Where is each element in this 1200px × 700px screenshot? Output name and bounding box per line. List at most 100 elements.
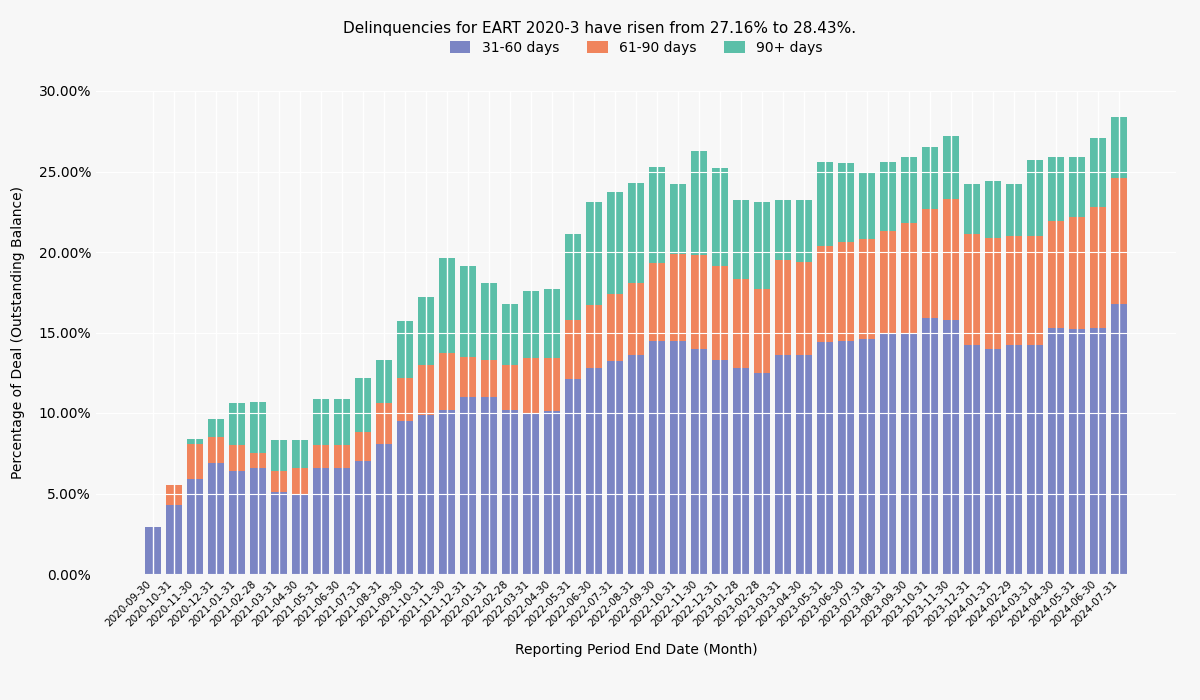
Bar	[754, 202, 770, 289]
Bar	[208, 419, 224, 437]
Bar	[439, 354, 455, 410]
Bar	[313, 468, 329, 574]
Bar	[439, 410, 455, 574]
Bar	[922, 147, 938, 209]
Bar	[523, 290, 539, 358]
Bar	[334, 445, 350, 468]
Bar	[376, 360, 392, 403]
Bar	[334, 398, 350, 445]
Bar	[859, 239, 875, 339]
Bar	[376, 403, 392, 444]
Bar	[1111, 304, 1127, 574]
Bar	[712, 168, 728, 267]
Bar	[544, 412, 560, 574]
Bar	[187, 479, 203, 574]
Bar	[670, 253, 686, 340]
Bar	[229, 403, 245, 445]
Bar	[670, 184, 686, 253]
Bar	[229, 445, 245, 471]
Bar	[838, 242, 854, 340]
Bar	[1006, 236, 1022, 345]
Bar	[1048, 157, 1064, 221]
Bar	[985, 181, 1001, 237]
Bar	[712, 360, 728, 574]
Bar	[1006, 345, 1022, 574]
Bar	[460, 267, 476, 356]
Bar	[985, 349, 1001, 574]
Bar	[271, 440, 287, 471]
Bar	[1090, 328, 1106, 574]
Bar	[481, 360, 497, 397]
Bar	[166, 505, 182, 574]
Bar	[208, 437, 224, 463]
Bar	[1027, 160, 1043, 236]
Bar	[943, 199, 959, 320]
Bar	[1048, 328, 1064, 574]
Bar	[1111, 178, 1127, 304]
Bar	[733, 279, 749, 368]
Bar	[796, 355, 812, 574]
Bar	[922, 209, 938, 318]
Bar	[376, 444, 392, 574]
Bar	[733, 368, 749, 574]
Bar	[1048, 221, 1064, 328]
Bar	[544, 289, 560, 358]
Bar	[523, 358, 539, 413]
Bar	[250, 454, 266, 468]
Bar	[481, 397, 497, 574]
Bar	[271, 471, 287, 492]
Bar	[250, 468, 266, 574]
Bar	[460, 397, 476, 574]
Bar	[565, 320, 581, 379]
Bar	[607, 193, 623, 294]
Bar	[943, 136, 959, 199]
Bar	[418, 365, 434, 414]
Bar	[145, 527, 161, 574]
Bar	[712, 267, 728, 360]
Bar	[985, 237, 1001, 349]
Bar	[691, 150, 707, 256]
Bar	[838, 340, 854, 574]
Text: Delinquencies for EART 2020-3 have risen from 27.16% to 28.43%.: Delinquencies for EART 2020-3 have risen…	[343, 21, 857, 36]
Bar	[166, 486, 182, 505]
Bar	[691, 349, 707, 574]
Bar	[397, 377, 413, 421]
Bar	[460, 356, 476, 397]
Bar	[1069, 157, 1085, 216]
Y-axis label: Percentage of Deal (Outstanding Balance): Percentage of Deal (Outstanding Balance)	[11, 186, 25, 479]
Bar	[817, 246, 833, 342]
Bar	[649, 263, 665, 340]
Bar	[586, 368, 602, 574]
Bar	[880, 231, 896, 332]
Bar	[355, 377, 371, 433]
Bar	[586, 202, 602, 305]
Bar	[292, 440, 308, 468]
Bar	[796, 262, 812, 355]
Bar	[733, 200, 749, 279]
Bar	[901, 332, 917, 574]
Bar	[292, 468, 308, 493]
Bar	[775, 260, 791, 355]
Bar	[943, 320, 959, 574]
Bar	[1111, 117, 1127, 178]
Bar	[187, 439, 203, 444]
Bar	[670, 340, 686, 574]
Bar	[208, 463, 224, 574]
Bar	[271, 492, 287, 574]
Bar	[334, 468, 350, 574]
Bar	[754, 289, 770, 372]
Bar	[250, 402, 266, 454]
Bar	[1069, 216, 1085, 329]
Bar	[502, 304, 518, 365]
Bar	[355, 461, 371, 574]
Bar	[292, 494, 308, 574]
Bar	[397, 321, 413, 377]
Bar	[607, 361, 623, 574]
Bar	[1090, 207, 1106, 328]
Bar	[964, 345, 980, 574]
Bar	[901, 223, 917, 332]
Bar	[523, 413, 539, 574]
Bar	[313, 445, 329, 468]
Bar	[859, 173, 875, 239]
Bar	[628, 355, 644, 574]
